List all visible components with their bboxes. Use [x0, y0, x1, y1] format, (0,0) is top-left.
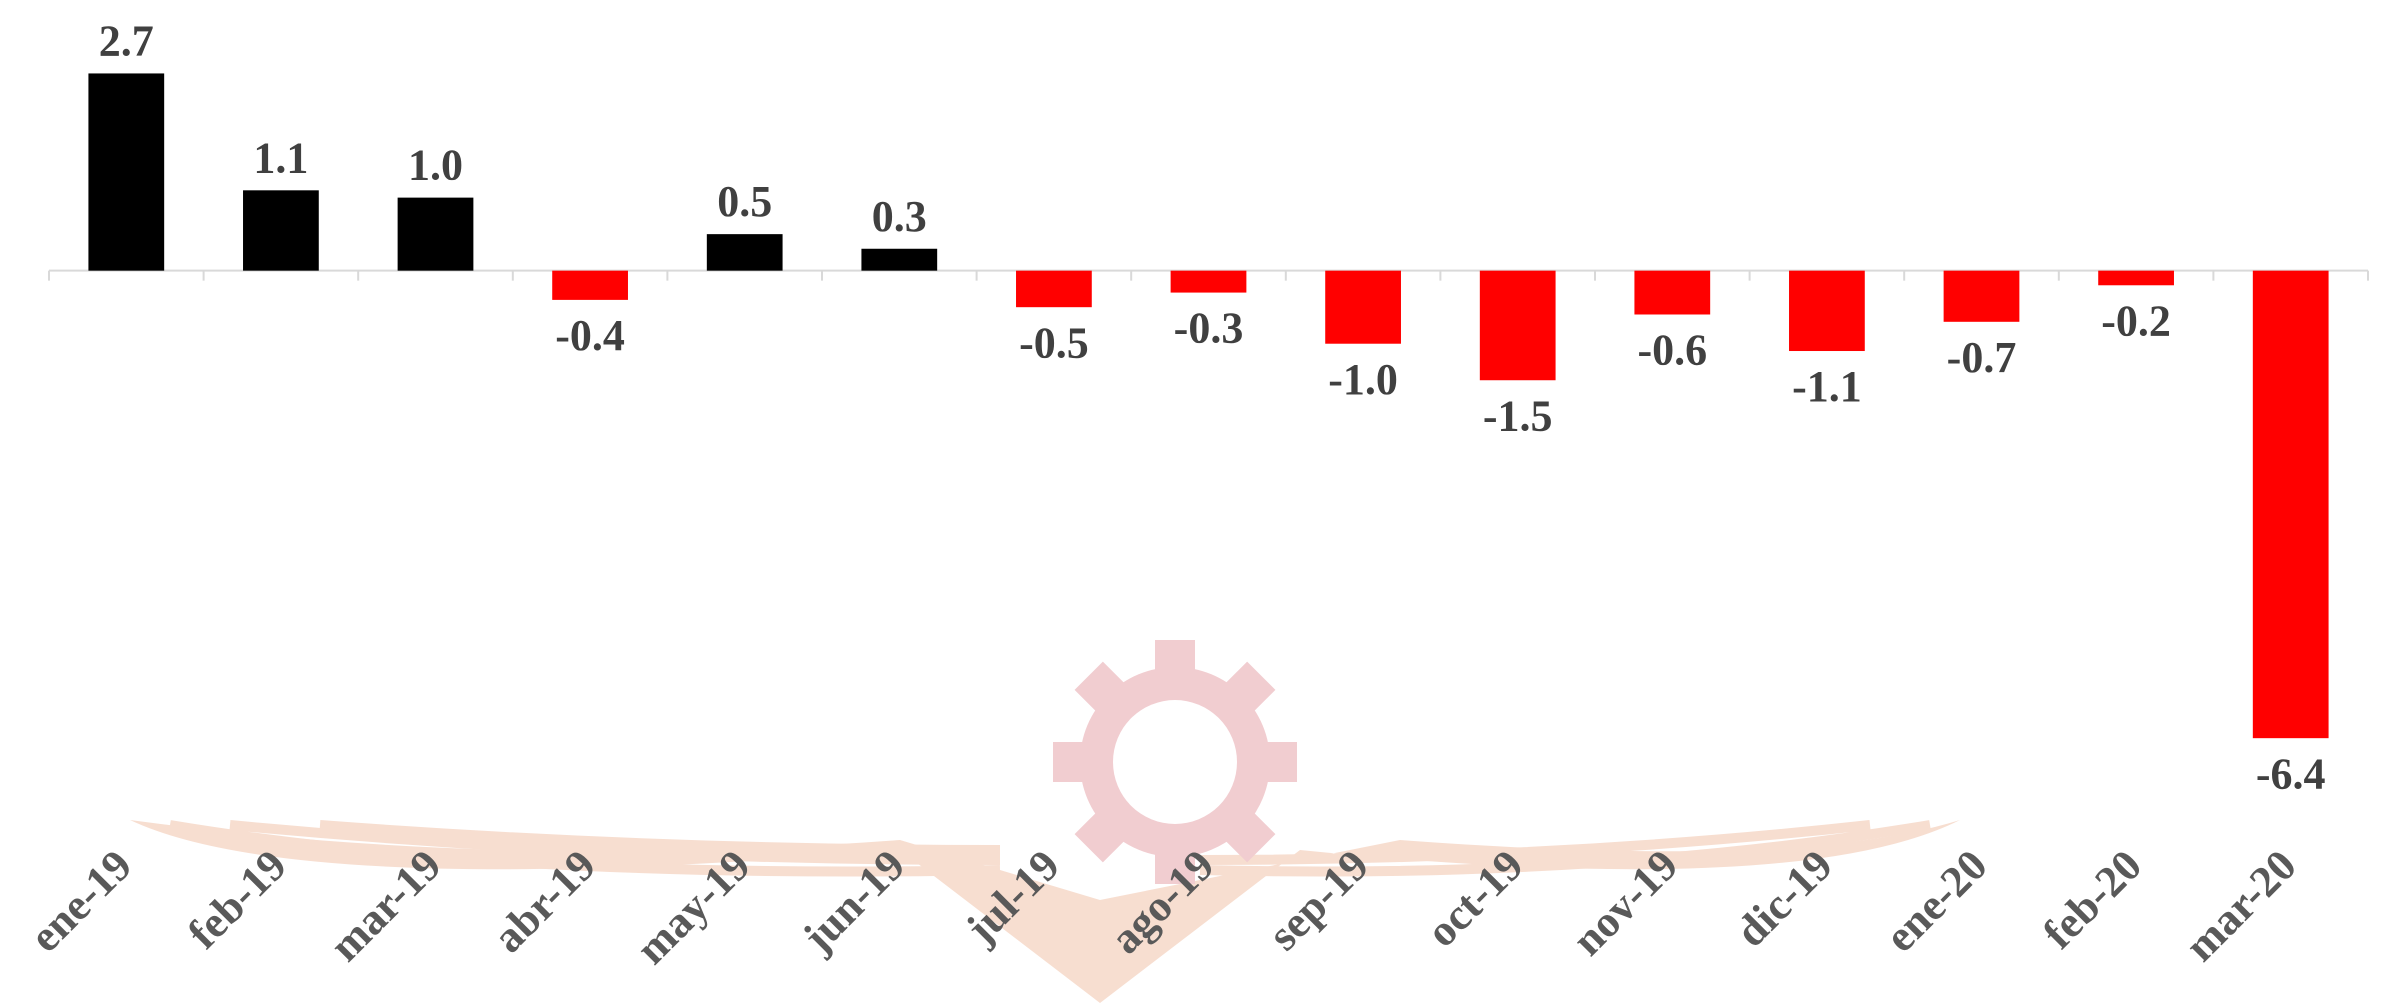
- x-tick-label: mar-20: [2176, 840, 2306, 970]
- value-label: 2.7: [99, 17, 154, 66]
- value-label: -1.0: [1328, 355, 1398, 404]
- bar: [1016, 270, 1092, 308]
- bar: [1634, 270, 1711, 315]
- value-label: 0.3: [872, 192, 927, 241]
- value-label: -1.1: [1792, 362, 1862, 411]
- value-label: 1.1: [253, 133, 308, 182]
- bar: [1325, 270, 1401, 344]
- x-tick-label: feb-19: [178, 840, 296, 958]
- bar: [552, 270, 628, 300]
- bar: [2098, 270, 2174, 286]
- value-label: -0.7: [1947, 333, 2017, 382]
- value-label: -0.2: [2101, 296, 2171, 345]
- x-tick-label: ene-20: [1876, 840, 1997, 961]
- x-tick-label: feb-20: [2034, 840, 2152, 958]
- bar: [2252, 270, 2329, 739]
- bar: [243, 190, 319, 271]
- x-tick-label: ene-19: [20, 840, 141, 961]
- value-label: -1.5: [1483, 391, 1553, 440]
- value-label: -0.6: [1637, 326, 1707, 375]
- bar: [706, 234, 783, 271]
- bar: [88, 73, 165, 271]
- value-label: -6.4: [2256, 749, 2326, 798]
- value-label: 1.0: [408, 141, 463, 190]
- value-label: -0.4: [555, 311, 625, 360]
- bar: [1479, 270, 1556, 381]
- value-label: 0.5: [717, 177, 772, 226]
- bar: [861, 248, 938, 271]
- bar: [1170, 270, 1247, 293]
- bar: [397, 197, 474, 271]
- bar: [1789, 270, 1865, 352]
- value-label: -0.5: [1019, 318, 1089, 367]
- bar: [1943, 270, 2020, 322]
- value-label: -0.3: [1174, 304, 1244, 353]
- watermark: [130, 589, 1960, 1003]
